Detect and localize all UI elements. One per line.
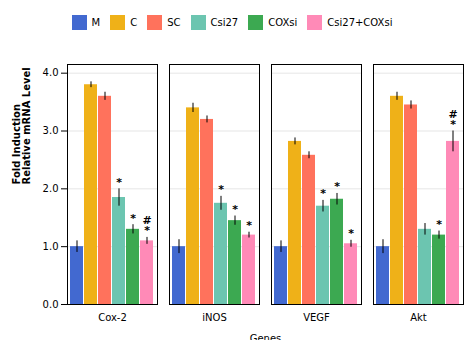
svg-text:#: #: [142, 214, 151, 227]
svg-text:*: *: [218, 183, 224, 196]
svg-text:Fold InductionRelative mRNA Le: Fold InductionRelative mRNA Level: [11, 67, 32, 184]
svg-text:*: *: [334, 180, 340, 193]
svg-text:2.0: 2.0: [43, 183, 59, 194]
svg-text:*: *: [320, 187, 326, 200]
svg-text:iNOS: iNOS: [202, 312, 226, 323]
svg-text:*: *: [116, 176, 122, 189]
svg-text:#: #: [448, 108, 457, 121]
svg-text:Cox-2: Cox-2: [98, 312, 127, 323]
html-text:Csi27+COXsi: Csi27+COXsi: [327, 17, 393, 28]
svg-text:*: *: [436, 218, 442, 231]
svg-text:*: *: [232, 203, 238, 216]
html-text:COXsi: COXsi: [268, 17, 298, 28]
svg-text:*: *: [348, 227, 354, 240]
svg-text:3.0: 3.0: [43, 125, 59, 136]
svg-text:VEGF: VEGF: [303, 312, 330, 323]
svg-text:0.0: 0.0: [43, 299, 59, 310]
html-text:C: C: [130, 17, 138, 28]
svg-text:*: *: [130, 212, 136, 225]
html-text:SC: SC: [167, 17, 181, 28]
svg-text:4.0: 4.0: [43, 67, 59, 78]
svg-text:Genes: Genes: [250, 333, 282, 340]
svg-text:1.0: 1.0: [43, 241, 59, 252]
html-text:Csi27: Csi27: [210, 17, 239, 28]
html-text:M: M: [91, 17, 101, 28]
svg-text:Akt: Akt: [410, 312, 427, 323]
svg-text:*: *: [246, 219, 252, 232]
